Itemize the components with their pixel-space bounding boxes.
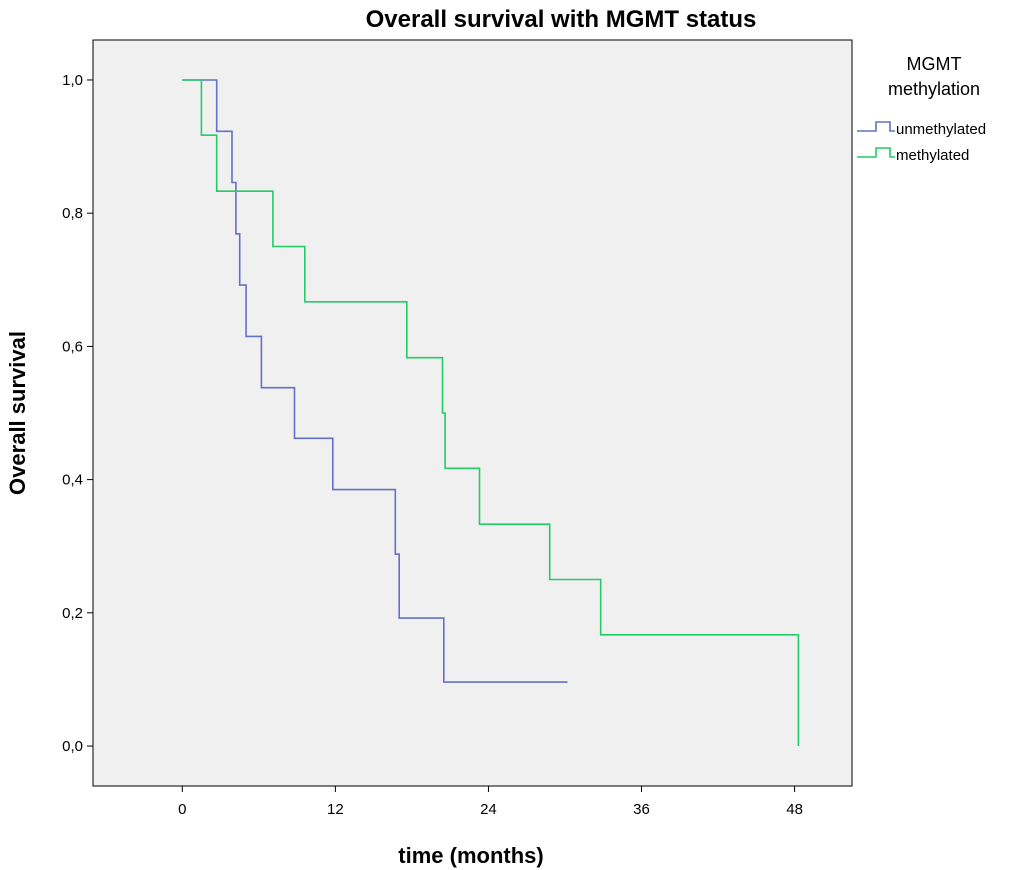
x-tick-label: 48	[786, 801, 803, 818]
y-tick-label: 0,6	[62, 338, 83, 355]
series-group	[182, 79, 800, 746]
plot-area	[92, 39, 853, 787]
x-tick-label: 0	[178, 801, 186, 818]
series-line-unmethylated	[182, 79, 568, 683]
x-axis-title: time (months)	[398, 843, 543, 868]
x-tick-label: 24	[480, 801, 497, 818]
legend-title-line-2: methylation	[888, 79, 980, 99]
legend-items: unmethylated methylated	[857, 121, 986, 164]
legend-swatch-methylated	[857, 147, 895, 158]
legend-title-line-1: MGMT	[907, 54, 962, 74]
y-tick-label: 0,8	[62, 205, 83, 222]
x-tick-label: 12	[327, 801, 344, 818]
legend-swatch-unmethylated	[857, 121, 895, 132]
y-tick-label: 0,2	[62, 605, 83, 622]
x-axis-ticks: 0 12 24 36 48	[178, 786, 803, 818]
legend-label-methylated: methylated	[896, 147, 969, 164]
y-tick-label: 1,0	[62, 72, 83, 89]
legend: MGMT methylation unmethylated methylated	[857, 54, 986, 164]
series-line-methylated	[182, 79, 800, 746]
y-tick-label: 0,0	[62, 738, 83, 755]
legend-label-unmethylated: unmethylated	[896, 121, 986, 138]
y-axis-title: Overall survival	[5, 331, 30, 495]
y-axis-ticks: 0,0 0,2 0,4 0,6 0,8 1,0	[62, 72, 93, 755]
x-tick-label: 36	[633, 801, 650, 818]
y-tick-label: 0,4	[62, 472, 83, 489]
chart-title: Overall survival with MGMT status	[366, 6, 757, 33]
